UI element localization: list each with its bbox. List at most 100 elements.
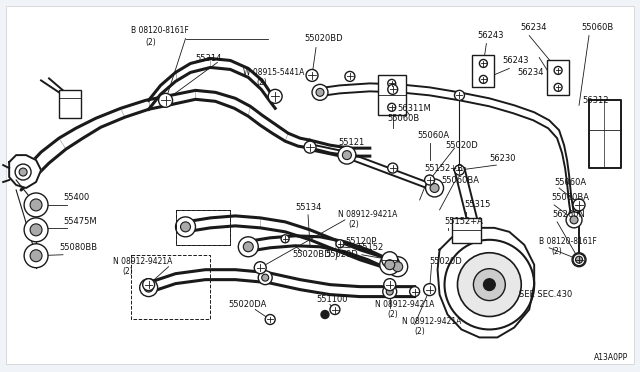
Text: (2): (2) <box>388 310 399 319</box>
Text: N 08912-9421A: N 08912-9421A <box>375 300 434 309</box>
Circle shape <box>140 279 157 296</box>
Text: 55020BD: 55020BD <box>292 250 331 259</box>
Text: N 08912-9421A: N 08912-9421A <box>113 257 172 266</box>
Circle shape <box>573 254 585 266</box>
Text: 55152: 55152 <box>358 243 384 252</box>
Circle shape <box>336 240 344 248</box>
Circle shape <box>424 175 435 185</box>
Circle shape <box>262 274 269 281</box>
Bar <box>547 61 569 95</box>
Text: 55060BA: 55060BA <box>551 193 589 202</box>
Text: 55120P: 55120P <box>345 237 376 246</box>
Text: (2): (2) <box>146 38 156 47</box>
Circle shape <box>175 217 195 237</box>
Circle shape <box>426 179 444 197</box>
Circle shape <box>330 305 340 314</box>
Text: 55121: 55121 <box>338 138 364 147</box>
Circle shape <box>254 262 266 274</box>
Bar <box>59 90 81 118</box>
Circle shape <box>384 279 396 291</box>
Text: 55314: 55314 <box>195 54 222 63</box>
Circle shape <box>24 218 48 242</box>
Text: 55060A: 55060A <box>418 131 450 140</box>
Text: 55020BD: 55020BD <box>304 34 342 43</box>
Circle shape <box>554 83 562 92</box>
Text: B 08120-8161F: B 08120-8161F <box>539 237 597 246</box>
Circle shape <box>572 253 586 267</box>
Bar <box>175 210 230 245</box>
Circle shape <box>321 311 329 318</box>
Circle shape <box>430 183 439 192</box>
Circle shape <box>258 271 272 285</box>
Circle shape <box>265 314 275 324</box>
Text: 55060B: 55060B <box>388 114 420 123</box>
Text: 56234: 56234 <box>517 68 544 77</box>
Circle shape <box>338 146 356 164</box>
Bar <box>472 55 494 87</box>
Text: (2): (2) <box>415 327 426 336</box>
Circle shape <box>566 212 582 228</box>
Text: 551100: 551100 <box>316 295 348 304</box>
Text: 55475M: 55475M <box>63 217 97 227</box>
Circle shape <box>342 151 351 160</box>
Text: 55315: 55315 <box>465 201 491 209</box>
Circle shape <box>479 60 488 67</box>
Circle shape <box>143 279 155 291</box>
Circle shape <box>454 90 465 100</box>
Text: (2): (2) <box>551 247 562 256</box>
Circle shape <box>388 103 396 111</box>
Circle shape <box>24 244 48 268</box>
Text: N 08912-9421A: N 08912-9421A <box>338 211 397 219</box>
Circle shape <box>388 84 397 94</box>
Circle shape <box>575 256 582 263</box>
Circle shape <box>312 84 328 100</box>
Bar <box>175 210 230 245</box>
Circle shape <box>306 70 318 81</box>
Circle shape <box>24 193 48 217</box>
Circle shape <box>454 165 465 175</box>
Text: SEE SEC.430: SEE SEC.430 <box>519 290 573 299</box>
Text: 55400: 55400 <box>63 193 89 202</box>
Circle shape <box>388 79 396 87</box>
Text: 55060A: 55060A <box>554 177 586 186</box>
Text: (2): (2) <box>256 78 267 87</box>
Circle shape <box>15 164 31 180</box>
Text: 55020D: 55020D <box>445 141 478 150</box>
Text: 55134: 55134 <box>295 203 321 212</box>
Circle shape <box>304 141 316 153</box>
Circle shape <box>393 262 403 272</box>
Circle shape <box>30 199 42 211</box>
Circle shape <box>144 283 153 292</box>
Circle shape <box>345 71 355 81</box>
Text: 56230: 56230 <box>490 154 516 163</box>
Circle shape <box>424 283 436 296</box>
Circle shape <box>458 253 521 317</box>
Text: 55060B: 55060B <box>581 23 613 32</box>
Text: 55152+A: 55152+A <box>445 217 483 227</box>
Text: W 08915-5441A: W 08915-5441A <box>243 68 305 77</box>
Circle shape <box>30 224 42 236</box>
Text: 55020D: 55020D <box>429 257 462 266</box>
Circle shape <box>479 76 488 83</box>
Circle shape <box>483 279 495 291</box>
Text: 56234: 56234 <box>520 23 547 32</box>
Circle shape <box>474 269 506 301</box>
Text: 56312: 56312 <box>582 96 609 105</box>
Circle shape <box>380 255 400 275</box>
Bar <box>131 255 211 320</box>
Text: (2): (2) <box>123 267 134 276</box>
Text: 56243: 56243 <box>502 56 529 65</box>
Text: 56311M: 56311M <box>397 104 431 113</box>
Text: 55020DA: 55020DA <box>228 300 267 309</box>
Polygon shape <box>9 155 41 188</box>
Text: (2): (2) <box>348 220 358 230</box>
Polygon shape <box>438 228 534 337</box>
Circle shape <box>159 93 173 107</box>
Circle shape <box>382 252 397 268</box>
Circle shape <box>570 216 578 224</box>
Text: A13A0PP: A13A0PP <box>594 353 628 362</box>
Circle shape <box>383 285 397 299</box>
Circle shape <box>385 260 395 270</box>
Text: 56243: 56243 <box>477 31 504 40</box>
Text: 56260N: 56260N <box>552 211 585 219</box>
